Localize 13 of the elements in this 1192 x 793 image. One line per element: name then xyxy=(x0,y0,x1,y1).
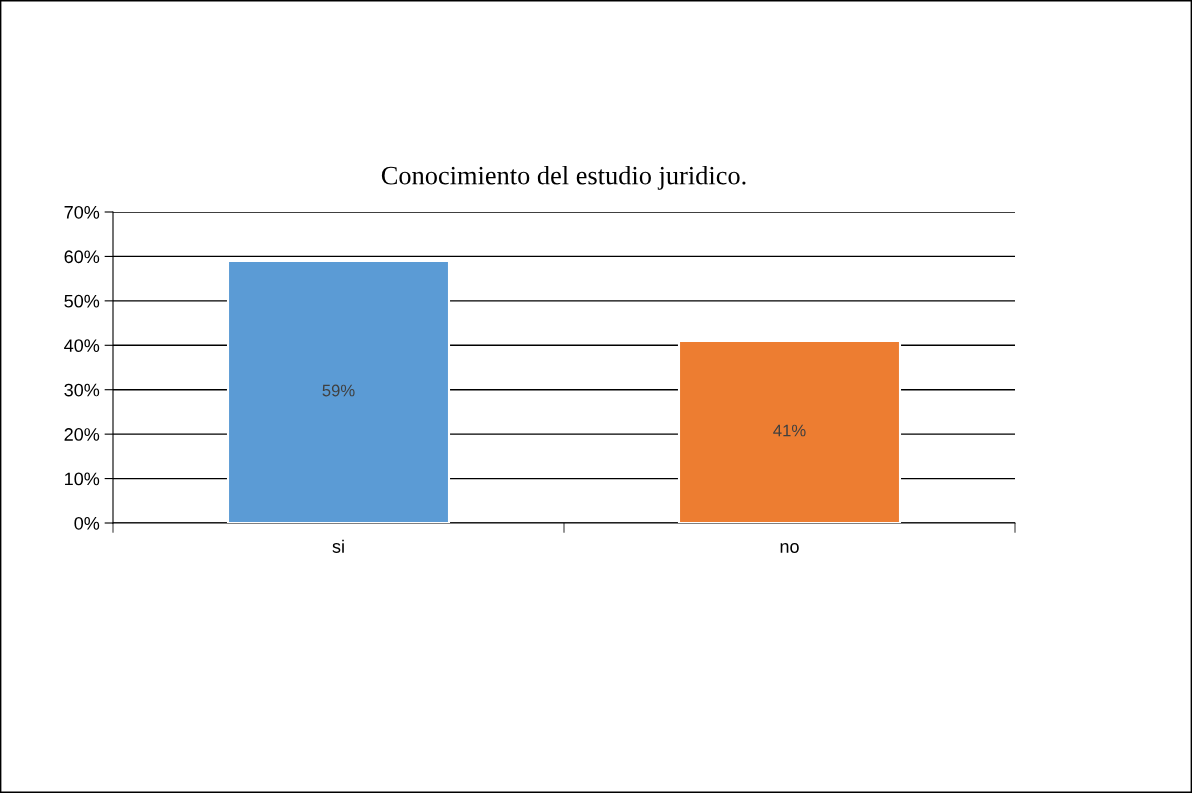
y-tick-label: 20% xyxy=(64,428,100,441)
y-tick-label: 70% xyxy=(64,205,100,219)
y-tick-label: 50% xyxy=(64,294,100,308)
data-label: 41% xyxy=(773,424,806,437)
data-label: 59% xyxy=(322,384,355,397)
x-tick-label: no xyxy=(780,543,799,553)
y-tick-label: 30% xyxy=(64,383,100,397)
y-tick-label: 0% xyxy=(74,516,100,530)
y-tick-label: 60% xyxy=(64,250,100,264)
y-tick-label: 10% xyxy=(65,472,100,486)
x-tick-label: si xyxy=(332,539,344,553)
y-tick-label: 40% xyxy=(64,339,100,353)
chart-title: Conocimiento del estudio juridico. xyxy=(381,165,746,190)
